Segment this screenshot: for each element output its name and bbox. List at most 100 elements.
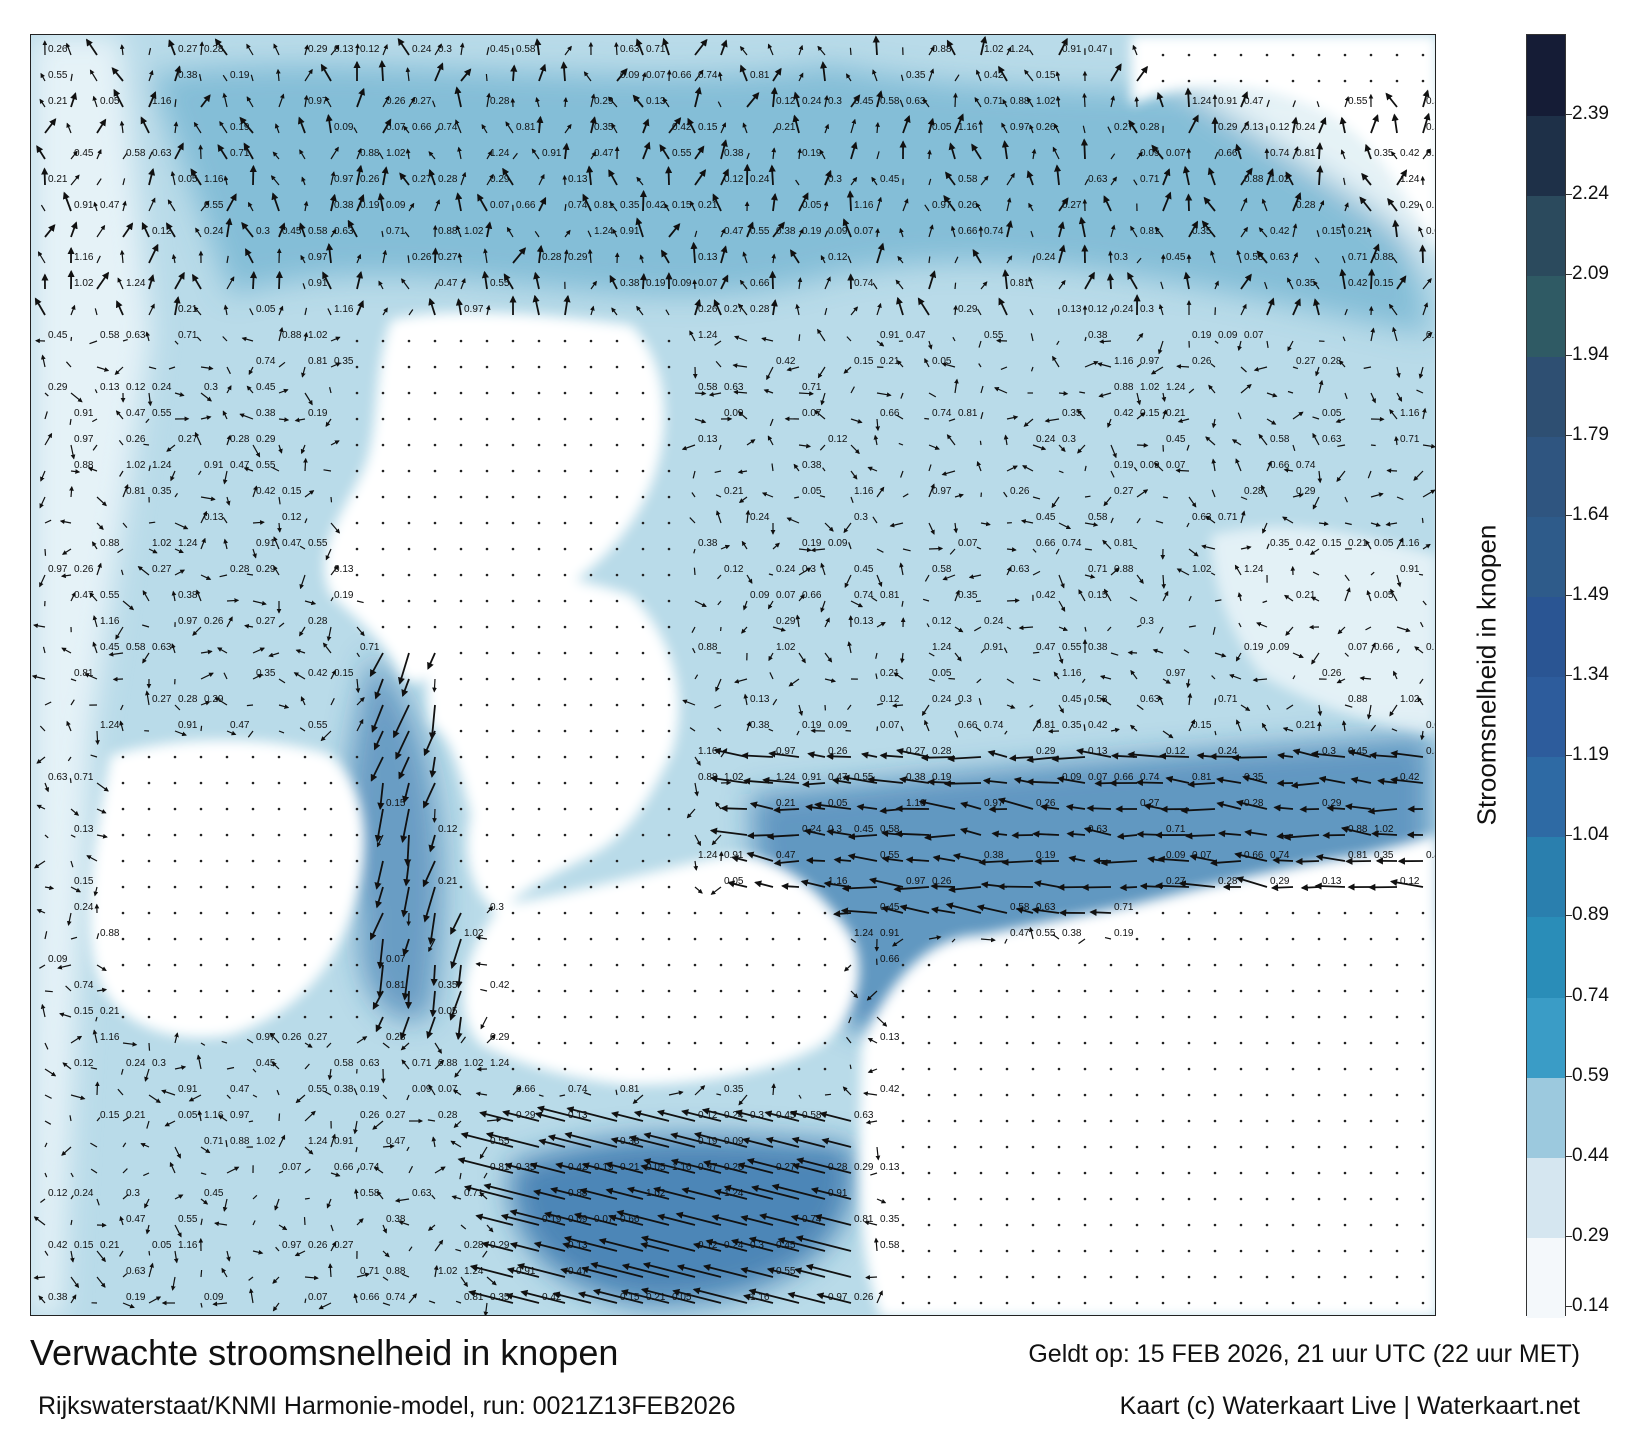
speed-label: 0.3 [1114,252,1128,263]
current-arrow [1359,196,1372,212]
current-arrow [534,230,540,238]
current-arrow [824,1093,832,1096]
current-arrow [193,121,202,134]
current-arrow [1006,415,1019,420]
land-grid-dot [173,1015,177,1019]
land-grid-dot [1135,1301,1139,1305]
land-grid-dot [1083,963,1087,967]
speed-label: 0.15 [334,668,354,679]
speed-label: 0.29 [568,252,588,263]
current-arrow [122,484,129,498]
current-arrow [928,483,935,498]
current-arrow [586,165,594,186]
land-grid-dot [1083,1119,1087,1123]
land-grid-dot [537,599,541,603]
speed-label: 0.09 [386,200,406,211]
speed-label: 0.81 [620,1084,640,1095]
current-arrow [44,224,56,238]
land-grid-dot [277,781,281,785]
land-grid-dot [927,1301,931,1305]
current-arrow [96,366,110,372]
land-grid-dot [1343,1249,1347,1253]
current-arrow [896,359,904,368]
current-arrow [1231,754,1268,762]
speed-label: 0.19 [360,200,380,211]
speed-label: 0.38 [334,1084,354,1095]
current-arrow [694,38,708,56]
current-arrow [1006,465,1018,472]
speed-label: 0.05 [932,122,952,133]
land-grid-dot [641,365,645,369]
land-grid-dot [1057,1275,1061,1279]
speed-label: 1.24 [932,642,952,653]
speed-label: 0.47 [1244,96,1264,107]
land-grid-dot [1343,1197,1347,1201]
speed-label: 0.55 [490,1136,510,1147]
land-grid-dot [485,495,489,499]
land-grid-dot [1317,937,1321,941]
land-grid-dot [1161,911,1165,915]
land-grid-dot [1161,1171,1165,1175]
speed-label: 0.66 [1426,330,1436,341]
land-grid-dot [277,885,281,889]
speed-label: 0.24 [802,824,822,835]
current-arrow [249,308,254,316]
current-arrow [1416,389,1424,394]
land-grid-dot [1135,1145,1139,1149]
speed-label: 0.91 [334,1136,354,1147]
current-arrow [845,73,852,82]
land-grid-dot [1343,1275,1347,1279]
current-arrow [1341,255,1346,264]
current-arrow [42,646,46,654]
speed-label: 1.24 [464,1266,484,1277]
current-arrow [1029,124,1034,134]
speed-label: 0.35 [516,1162,536,1173]
current-arrow [1370,243,1380,264]
current-arrow [639,273,648,290]
land-grid-dot [459,833,463,837]
speed-label: 0.42 [1114,408,1134,419]
land-grid-dot [745,1041,749,1045]
land-grid-dot [927,989,931,993]
land-grid-dot [121,833,125,837]
land-grid-dot [1187,79,1191,83]
speed-label: 0.63 [334,226,354,237]
land-grid-dot [615,391,619,395]
land-grid-dot [1265,1223,1269,1227]
land-grid-dot [1239,1093,1243,1097]
speed-label: 1.24 [152,460,172,471]
land-grid-dot [589,937,593,941]
land-grid-dot [1343,1145,1347,1149]
current-arrow [872,516,878,524]
land-grid-dot [927,963,931,967]
speed-label: 0.47 [282,538,302,549]
land-grid-dot [667,1015,671,1019]
land-grid-dot [615,521,619,525]
current-arrow [1151,144,1164,160]
current-arrow [226,434,232,446]
land-grid-dot [563,937,567,941]
current-arrow [737,469,748,475]
current-arrow [1421,407,1427,420]
land-grid-dot [1109,1119,1113,1123]
land-grid-dot [927,1041,931,1045]
current-arrow [824,123,830,134]
current-arrow [1175,468,1190,473]
current-arrow [820,392,826,406]
current-arrow [795,614,801,628]
land-grid-dot [1265,1249,1269,1253]
current-arrow [378,280,384,290]
current-arrow [1185,193,1193,212]
speed-label: 0.26 [360,174,380,185]
land-grid-dot [329,989,333,993]
land-grid-dot [563,833,567,837]
land-grid-dot [1161,1093,1165,1097]
speed-label: 0.42 [1036,590,1056,601]
current-arrow [1084,548,1092,551]
land-grid-dot [1317,1171,1321,1175]
current-arrow [532,294,540,316]
land-grid-dot [1213,1093,1217,1097]
current-arrow [483,248,488,264]
speed-label: 0.28 [1244,486,1264,497]
current-arrow [1208,384,1216,394]
